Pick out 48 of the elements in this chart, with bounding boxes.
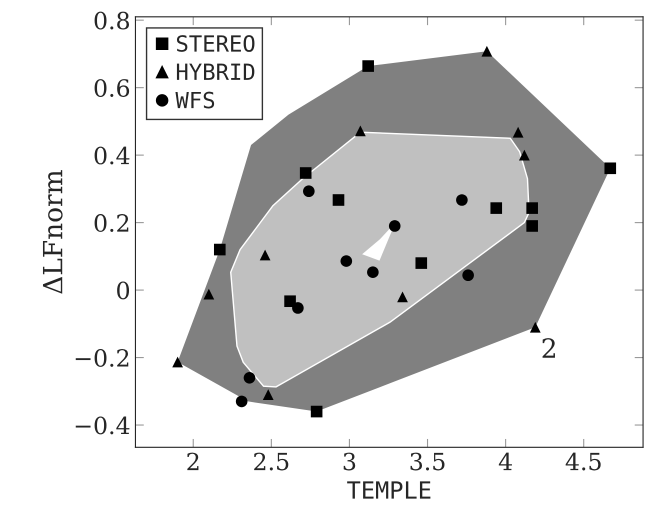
x-tick-label: 2: [187, 452, 198, 470]
point: [456, 194, 468, 206]
point: [292, 302, 304, 314]
point: [214, 244, 226, 256]
y-tick-label: 0.6: [94, 79, 130, 97]
x-tick-label: 3: [344, 452, 356, 470]
point: [490, 202, 502, 214]
point: [512, 126, 524, 138]
point: [332, 194, 344, 206]
legend-label: WFS: [175, 92, 214, 108]
point: [462, 269, 474, 282]
y-tick-label: −0.2: [76, 349, 128, 367]
point: [530, 322, 541, 333]
y-axis-title: ΔLFnorm: [42, 170, 63, 294]
point: [244, 372, 256, 384]
point: [604, 162, 616, 174]
y-tick-label: 0.4: [94, 146, 130, 164]
point: [518, 150, 530, 161]
y-tick-label: −0.4: [76, 416, 130, 434]
legend-label: HYBRID: [176, 64, 254, 80]
x-tick-label: 4.5: [566, 452, 601, 470]
point: [260, 250, 270, 260]
point: [262, 389, 274, 400]
point: [362, 60, 374, 72]
point: [481, 46, 492, 57]
y-tick-label: 0.2: [94, 214, 128, 232]
point: [340, 255, 352, 267]
y-tick-label: 0.8: [94, 12, 129, 30]
x-tick-label: 4: [498, 452, 512, 470]
annotation: 2: [542, 338, 555, 358]
x-tick-label: 3.5: [410, 452, 444, 470]
point: [203, 288, 214, 300]
point: [415, 257, 428, 269]
y-tick-label: 0: [117, 282, 130, 300]
legend-label: STEREO: [176, 35, 254, 52]
point: [397, 291, 408, 302]
x-tick-label: 2.5: [254, 452, 288, 470]
point: [310, 406, 322, 418]
point: [300, 167, 312, 179]
point: [236, 396, 248, 408]
x-axis-title: TEMPLE: [347, 481, 430, 499]
point: [367, 266, 379, 278]
point: [388, 220, 401, 232]
point: [526, 220, 538, 232]
point: [354, 125, 366, 136]
point: [172, 356, 183, 368]
point: [303, 185, 315, 198]
point: [526, 202, 538, 214]
